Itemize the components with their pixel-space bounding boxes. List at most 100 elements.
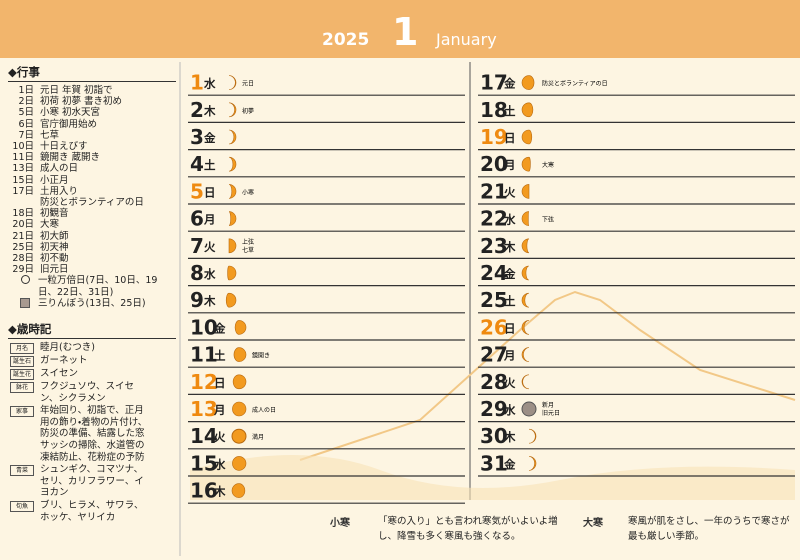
day-number: 18	[480, 98, 508, 122]
weekday: 木	[503, 430, 516, 444]
day-number: 1	[190, 71, 204, 95]
day-number: 29	[480, 397, 508, 421]
day-number: 25	[480, 288, 508, 312]
event-text: 七草	[40, 129, 60, 141]
day-note: 元日	[242, 81, 254, 88]
event-text: 旧元日	[40, 264, 69, 276]
event-date: 28日	[12, 253, 34, 265]
moon	[225, 292, 237, 308]
day-note: 初夢	[242, 107, 254, 115]
almanac-row: 誕生花 スイセン	[8, 368, 176, 381]
event-date: 15日	[12, 174, 34, 186]
event-text: 初天神	[40, 241, 69, 253]
note-text: 寒風が肌をさし、一年のうちで寒さが最も厳しい季節。	[628, 516, 790, 542]
event-text: 土用入り	[40, 185, 79, 197]
weekday: 水	[213, 457, 226, 471]
weekday: 月	[203, 213, 216, 227]
moon	[231, 483, 246, 498]
weekday: 土	[214, 349, 226, 363]
weekday: 土	[504, 104, 516, 118]
weekday: 水	[503, 403, 516, 417]
almanac-text: 年始回り、初詣で、正月用の飾り・着物の片付け、防災の準備、結露した窓サッシの掃除…	[40, 405, 148, 463]
weekday: 金	[204, 131, 216, 145]
weekday: 日	[204, 185, 216, 199]
almanac-text: ガーネット	[40, 355, 88, 367]
weekday: 火	[504, 185, 516, 199]
event-row: 17日 土用入り	[8, 186, 176, 197]
moon	[228, 129, 237, 145]
moon	[232, 401, 247, 417]
day-note: 鏡開き	[252, 352, 270, 360]
moon	[228, 75, 237, 90]
event-text: 初不動	[40, 253, 69, 265]
moon	[521, 347, 530, 362]
day-note: 新月	[542, 401, 554, 409]
event-row: 21日 初大師	[8, 231, 176, 242]
weekday: 金	[504, 457, 516, 471]
almanac-tag: 誕生石	[10, 356, 34, 368]
day-number: 14	[190, 424, 218, 448]
almanac-tag: 誕生花	[10, 369, 34, 381]
almanac-text: フクジュソウ、スイセン、シクラメン	[40, 381, 135, 404]
event-text: 防災とボランティアの日	[40, 197, 144, 209]
event-date: 29日	[12, 264, 34, 276]
day-number: 27	[480, 343, 508, 367]
event-text: 鏡開き 蔵開き	[40, 152, 101, 164]
almanac-list: 月名 睦月(むつき) 誕生石 ガーネット 誕生花 スイセン 鉢花 フクジュソウ、スイセン、シク…	[8, 342, 176, 523]
month-name: January	[436, 30, 497, 49]
day-note: 満月	[252, 433, 264, 441]
moon	[521, 292, 530, 308]
event-date: 10日	[12, 141, 34, 153]
weekday: 土	[204, 158, 216, 172]
event-row: 2日 初荷 初夢 書き初め	[8, 96, 176, 107]
legend-row: 三りんぼう(13日、25日)	[20, 297, 176, 311]
sidebar: ◆行事 1日 元日 年賀 初詣で 2日 初荷 初夢 書き初め 5日 小寒 初水天宮 6日 官庁…	[8, 64, 176, 524]
day-number: 3	[190, 125, 204, 149]
day-number: 9	[190, 288, 204, 312]
moon	[232, 374, 247, 390]
moon	[528, 428, 537, 444]
moon	[521, 75, 535, 90]
day-number: 31	[480, 451, 508, 475]
event-date: 2日	[18, 96, 34, 108]
event-row: 18日 初観音	[8, 208, 176, 219]
day-number: 11	[190, 343, 218, 367]
weekday: 日	[504, 321, 516, 335]
almanac-tag: 青菜	[10, 465, 34, 477]
event-row: 6日 官庁御用始め	[8, 119, 176, 130]
day-note: 小寒	[242, 188, 254, 196]
moon	[521, 320, 530, 335]
day-number: 8	[190, 261, 204, 285]
event-text: 大寒	[40, 219, 60, 231]
day-number: 5	[190, 179, 204, 203]
day-number: 12	[190, 370, 218, 394]
moon	[228, 184, 237, 199]
almanac-row: 誕生石 ガーネット	[8, 355, 176, 368]
event-row: 10日 十日えびす	[8, 141, 176, 152]
event-date: 11日	[12, 152, 34, 164]
moon	[228, 156, 237, 172]
moon	[234, 320, 247, 335]
weekday: 木	[203, 294, 216, 308]
event-text: 小正月	[40, 174, 69, 186]
event-text: 十日えびす	[40, 141, 88, 153]
weekday: 水	[203, 267, 216, 281]
moon	[521, 238, 530, 254]
note-label: 大寒	[583, 518, 603, 529]
day-number: 19	[480, 125, 508, 149]
day-number: 6	[190, 207, 204, 231]
day-note: 旧元日	[542, 410, 560, 417]
event-date: 20日	[12, 219, 34, 231]
moon	[228, 238, 237, 254]
event-text: 元日 年賀 初詣で	[40, 85, 113, 96]
day-number: 24	[480, 261, 508, 285]
event-row: 13日 成人の日	[8, 163, 176, 174]
legend-symbol	[20, 275, 30, 297]
day-note: 大寒	[542, 161, 554, 169]
moon	[521, 211, 530, 226]
almanac-tag: 鉢花	[10, 382, 34, 394]
cloud-shape	[190, 455, 795, 500]
event-text: 初観音	[40, 208, 69, 220]
